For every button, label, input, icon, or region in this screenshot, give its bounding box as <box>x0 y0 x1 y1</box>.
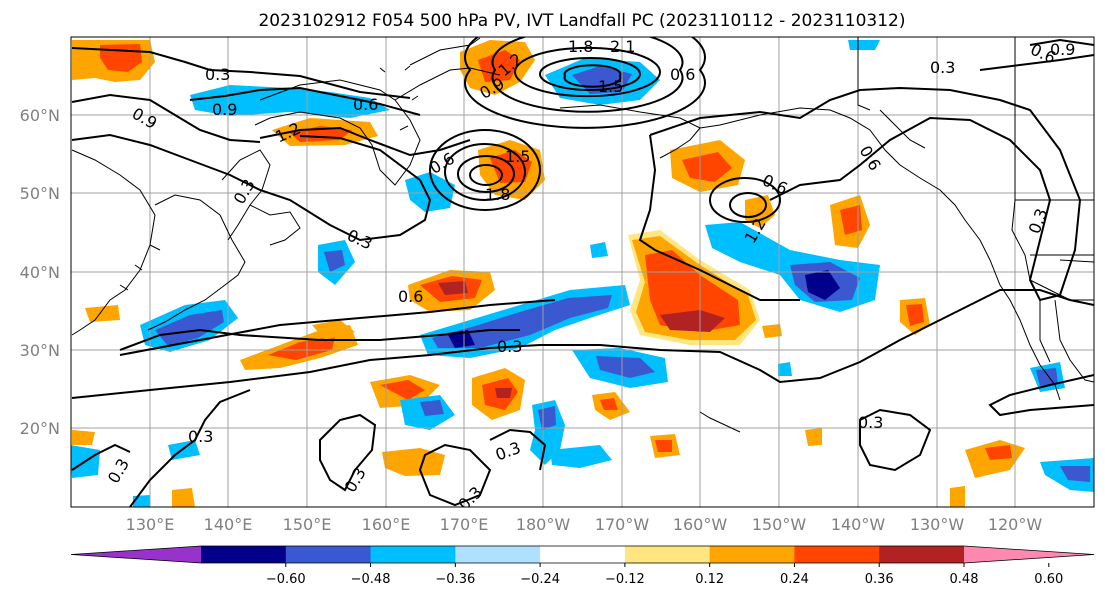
lon-tick-label: 170°E <box>440 515 489 534</box>
ivt-patch <box>382 448 445 476</box>
colorbar-tick-label: 0.60 <box>1034 572 1063 587</box>
colorbar-tick-label: 0.48 <box>950 572 979 587</box>
colorbar-tick-label: −0.60 <box>266 572 306 587</box>
ivt-patch <box>155 310 224 346</box>
colorbar-bin <box>879 546 965 563</box>
contour-label: 1.8 <box>485 185 510 204</box>
lon-tick-label: 140°W <box>831 515 886 534</box>
chart-title: 2023102912 F054 500 hPa PV, IVT Landfall… <box>258 11 905 31</box>
lon-tick-label: 150°E <box>283 515 332 534</box>
ivt-patch <box>805 270 840 300</box>
lat-tick-label: 20°N <box>20 419 60 438</box>
contour-label: 0.3 <box>188 427 213 446</box>
contour-label: 1.5 <box>505 147 530 166</box>
ivt-patch <box>268 336 335 360</box>
ivt-patch <box>596 356 655 378</box>
colorbar-tick-label: 0.12 <box>695 572 724 587</box>
ivt-patch <box>985 445 1012 460</box>
colorbar-bin <box>794 546 880 563</box>
ivt-patch <box>312 320 355 340</box>
ivt-patch <box>805 428 822 446</box>
colorbar-bin <box>709 546 795 563</box>
ivt-patch <box>745 195 775 228</box>
lat-tick-label: 60°N <box>20 106 60 125</box>
lon-tick-label: 130°W <box>910 515 965 534</box>
colorbar-tick-label: −0.24 <box>520 572 560 587</box>
ivt-patch <box>530 400 565 465</box>
ivt-patch <box>590 242 608 258</box>
contour-label: 0.3 <box>497 337 522 356</box>
ivt-patch <box>655 440 672 452</box>
lon-tick-label: 170°W <box>595 515 650 534</box>
pv-contours <box>71 37 1094 507</box>
ivt-patch <box>840 205 862 235</box>
lat-tick-label: 40°N <box>20 263 60 282</box>
colorbar: −0.60 −0.48 −0.36 −0.24 −0.12 0.12 0.24 0.36 0.4… <box>70 545 1095 587</box>
lon-tick-label: 140°E <box>204 515 253 534</box>
ivt-patch <box>405 172 455 212</box>
ivt-patch <box>645 250 740 332</box>
colorbar-tick-label: 0.24 <box>780 572 809 587</box>
lon-tick-label: 160°W <box>673 515 728 534</box>
lon-tick-label: 150°W <box>752 515 807 534</box>
latitude-labels: 60°N 50°N 40°N 30°N 20°N <box>20 106 60 438</box>
map-frame <box>70 36 1095 508</box>
lon-tick-label: 130°E <box>126 515 175 534</box>
ivt-patch <box>600 398 618 410</box>
ivt-patch <box>495 388 512 398</box>
lat-tick-label: 50°N <box>20 184 60 203</box>
ivt-patch <box>950 486 965 507</box>
ivt-patch <box>438 281 468 295</box>
colorbar-bin <box>285 546 372 563</box>
contour-label: 0.9 <box>212 100 237 119</box>
ivt-patch <box>550 445 612 468</box>
colorbar-extend-min <box>71 546 201 563</box>
colorbar-bin <box>201 546 287 563</box>
contour-label: 0.6 <box>353 95 378 114</box>
contour-label: 0.3 <box>930 58 955 77</box>
contour-label: 2.1 <box>610 37 635 56</box>
colorbar-tick-label: 0.36 <box>865 572 894 587</box>
lon-tick-label: 160°E <box>362 515 411 534</box>
ivt-patch <box>85 305 120 322</box>
contour-label: 1.8 <box>568 37 593 56</box>
colorbar-bin <box>624 546 711 563</box>
colorbar-bin <box>455 546 541 563</box>
ivt-patch <box>762 324 782 338</box>
contour-label: 1.5 <box>598 77 623 96</box>
lon-tick-label: 180°W <box>516 515 571 534</box>
ivt-patch <box>380 380 425 400</box>
longitude-labels: 130°E 140°E 150°E 160°E 170°E 180°W 170°… <box>126 515 1043 534</box>
colorbar-tick-label: −0.36 <box>435 572 475 587</box>
ivt-patch <box>72 430 95 445</box>
lon-tick-label: 120°W <box>988 515 1043 534</box>
ivt-patch <box>420 400 444 416</box>
colorbar-tick-label: −0.48 <box>351 572 391 587</box>
colorbar-tick-label: −0.12 <box>605 572 645 587</box>
lat-tick-label: 30°N <box>20 341 60 360</box>
graticule <box>71 37 1094 507</box>
contour-label: 0.3 <box>205 65 230 84</box>
contour-label: 0.6 <box>398 287 423 306</box>
ivt-patch <box>682 152 732 182</box>
ivt-patch <box>1060 466 1090 482</box>
colorbar-bin <box>540 546 626 563</box>
ivt-patch <box>660 310 725 332</box>
contour-label: 0.9 <box>1050 40 1075 59</box>
ivt-patch <box>324 250 345 272</box>
ivt-patch <box>172 488 195 507</box>
colorbar-extend-max <box>964 546 1094 563</box>
ivt-patch <box>778 362 792 376</box>
colorbar-bin <box>370 546 456 563</box>
ivt-patch <box>478 50 520 82</box>
ivt-patch <box>906 304 924 326</box>
ivt-patch <box>432 295 612 348</box>
contour-label: 0.6 <box>670 65 695 84</box>
contour-label: 0.3 <box>858 413 883 432</box>
colorbar-outline <box>70 545 1095 564</box>
ivt-patch <box>848 40 880 50</box>
